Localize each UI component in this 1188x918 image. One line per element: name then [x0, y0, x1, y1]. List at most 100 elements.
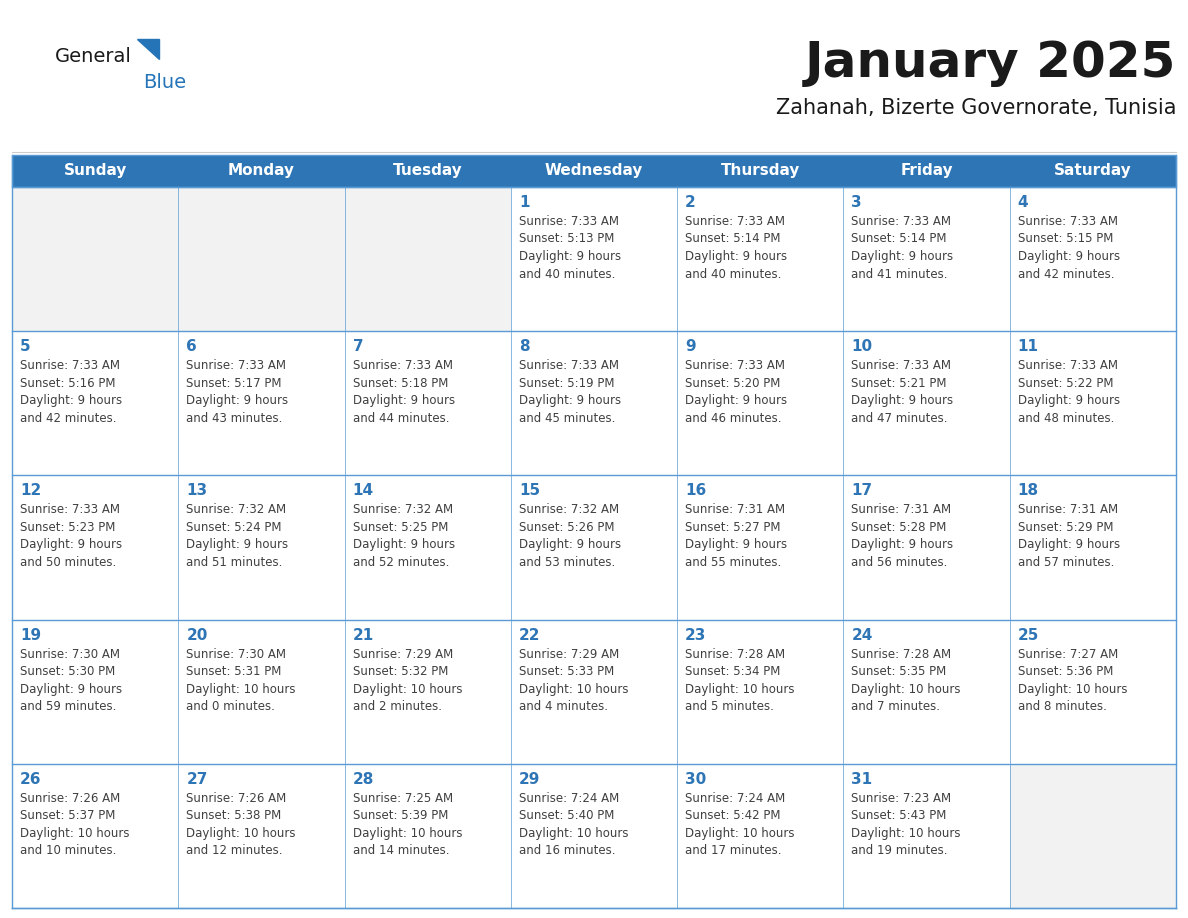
Text: 2: 2 — [685, 195, 696, 210]
Bar — [677, 187, 843, 331]
Bar — [511, 331, 677, 476]
Text: 10: 10 — [852, 339, 872, 354]
Text: Sunrise: 7:29 AM
Sunset: 5:32 PM
Daylight: 10 hours
and 2 minutes.: Sunrise: 7:29 AM Sunset: 5:32 PM Dayligh… — [353, 647, 462, 713]
Bar — [843, 155, 1010, 187]
Text: Sunrise: 7:23 AM
Sunset: 5:43 PM
Daylight: 10 hours
and 19 minutes.: Sunrise: 7:23 AM Sunset: 5:43 PM Dayligh… — [852, 792, 961, 857]
Text: Sunrise: 7:33 AM
Sunset: 5:14 PM
Daylight: 9 hours
and 41 minutes.: Sunrise: 7:33 AM Sunset: 5:14 PM Dayligh… — [852, 215, 954, 281]
Text: 14: 14 — [353, 484, 374, 498]
Text: Sunrise: 7:33 AM
Sunset: 5:13 PM
Daylight: 9 hours
and 40 minutes.: Sunrise: 7:33 AM Sunset: 5:13 PM Dayligh… — [519, 215, 621, 281]
Text: 12: 12 — [20, 484, 42, 498]
Text: Thursday: Thursday — [721, 163, 800, 178]
Text: Sunrise: 7:28 AM
Sunset: 5:35 PM
Daylight: 10 hours
and 7 minutes.: Sunrise: 7:28 AM Sunset: 5:35 PM Dayligh… — [852, 647, 961, 713]
Text: Sunrise: 7:26 AM
Sunset: 5:37 PM
Daylight: 10 hours
and 10 minutes.: Sunrise: 7:26 AM Sunset: 5:37 PM Dayligh… — [20, 792, 129, 857]
Text: 25: 25 — [1018, 628, 1040, 643]
Text: Sunrise: 7:30 AM
Sunset: 5:31 PM
Daylight: 10 hours
and 0 minutes.: Sunrise: 7:30 AM Sunset: 5:31 PM Dayligh… — [187, 647, 296, 713]
Text: 13: 13 — [187, 484, 208, 498]
Bar — [178, 476, 345, 620]
Text: 24: 24 — [852, 628, 873, 643]
Text: Saturday: Saturday — [1054, 163, 1132, 178]
Bar — [345, 620, 511, 764]
Bar — [12, 155, 1176, 187]
Bar — [12, 764, 178, 908]
Bar — [345, 155, 511, 187]
Text: 1: 1 — [519, 195, 530, 210]
Bar — [345, 331, 511, 476]
Text: 6: 6 — [187, 339, 197, 354]
Bar — [178, 331, 345, 476]
Bar — [12, 476, 178, 620]
Text: 27: 27 — [187, 772, 208, 787]
Text: Friday: Friday — [901, 163, 953, 178]
Text: Sunrise: 7:25 AM
Sunset: 5:39 PM
Daylight: 10 hours
and 14 minutes.: Sunrise: 7:25 AM Sunset: 5:39 PM Dayligh… — [353, 792, 462, 857]
Bar — [511, 764, 677, 908]
Text: 29: 29 — [519, 772, 541, 787]
Text: 17: 17 — [852, 484, 872, 498]
Text: Sunrise: 7:30 AM
Sunset: 5:30 PM
Daylight: 9 hours
and 59 minutes.: Sunrise: 7:30 AM Sunset: 5:30 PM Dayligh… — [20, 647, 122, 713]
Text: Sunrise: 7:32 AM
Sunset: 5:26 PM
Daylight: 9 hours
and 53 minutes.: Sunrise: 7:32 AM Sunset: 5:26 PM Dayligh… — [519, 503, 621, 569]
Bar — [843, 476, 1010, 620]
Text: 7: 7 — [353, 339, 364, 354]
Text: 23: 23 — [685, 628, 707, 643]
Bar — [178, 187, 345, 331]
Bar — [1010, 331, 1176, 476]
Bar — [677, 155, 843, 187]
Text: Tuesday: Tuesday — [393, 163, 462, 178]
Bar — [677, 620, 843, 764]
Bar — [677, 476, 843, 620]
Text: Sunday: Sunday — [63, 163, 127, 178]
Bar — [843, 331, 1010, 476]
Bar — [178, 764, 345, 908]
Bar — [511, 476, 677, 620]
Text: Sunrise: 7:31 AM
Sunset: 5:27 PM
Daylight: 9 hours
and 55 minutes.: Sunrise: 7:31 AM Sunset: 5:27 PM Dayligh… — [685, 503, 788, 569]
Text: 16: 16 — [685, 484, 707, 498]
Text: 20: 20 — [187, 628, 208, 643]
Bar — [12, 155, 178, 187]
Bar — [843, 764, 1010, 908]
Text: Sunrise: 7:28 AM
Sunset: 5:34 PM
Daylight: 10 hours
and 5 minutes.: Sunrise: 7:28 AM Sunset: 5:34 PM Dayligh… — [685, 647, 795, 713]
Polygon shape — [137, 39, 159, 59]
Text: General: General — [55, 48, 132, 66]
Text: Sunrise: 7:33 AM
Sunset: 5:17 PM
Daylight: 9 hours
and 43 minutes.: Sunrise: 7:33 AM Sunset: 5:17 PM Dayligh… — [187, 359, 289, 425]
Text: 8: 8 — [519, 339, 530, 354]
Text: Sunrise: 7:26 AM
Sunset: 5:38 PM
Daylight: 10 hours
and 12 minutes.: Sunrise: 7:26 AM Sunset: 5:38 PM Dayligh… — [187, 792, 296, 857]
Text: Sunrise: 7:33 AM
Sunset: 5:19 PM
Daylight: 9 hours
and 45 minutes.: Sunrise: 7:33 AM Sunset: 5:19 PM Dayligh… — [519, 359, 621, 425]
Bar — [1010, 764, 1176, 908]
Bar — [511, 155, 677, 187]
Bar — [843, 620, 1010, 764]
Text: 18: 18 — [1018, 484, 1038, 498]
Text: 22: 22 — [519, 628, 541, 643]
Text: Sunrise: 7:32 AM
Sunset: 5:25 PM
Daylight: 9 hours
and 52 minutes.: Sunrise: 7:32 AM Sunset: 5:25 PM Dayligh… — [353, 503, 455, 569]
Bar — [1010, 187, 1176, 331]
Text: 5: 5 — [20, 339, 31, 354]
Text: Sunrise: 7:33 AM
Sunset: 5:20 PM
Daylight: 9 hours
and 46 minutes.: Sunrise: 7:33 AM Sunset: 5:20 PM Dayligh… — [685, 359, 788, 425]
Text: 4: 4 — [1018, 195, 1029, 210]
Text: 19: 19 — [20, 628, 42, 643]
Text: Zahanah, Bizerte Governorate, Tunisia: Zahanah, Bizerte Governorate, Tunisia — [776, 98, 1176, 118]
Text: 28: 28 — [353, 772, 374, 787]
Text: Sunrise: 7:27 AM
Sunset: 5:36 PM
Daylight: 10 hours
and 8 minutes.: Sunrise: 7:27 AM Sunset: 5:36 PM Dayligh… — [1018, 647, 1127, 713]
Text: Sunrise: 7:32 AM
Sunset: 5:24 PM
Daylight: 9 hours
and 51 minutes.: Sunrise: 7:32 AM Sunset: 5:24 PM Dayligh… — [187, 503, 289, 569]
Text: Sunrise: 7:33 AM
Sunset: 5:22 PM
Daylight: 9 hours
and 48 minutes.: Sunrise: 7:33 AM Sunset: 5:22 PM Dayligh… — [1018, 359, 1120, 425]
Bar — [511, 187, 677, 331]
Text: Sunrise: 7:33 AM
Sunset: 5:21 PM
Daylight: 9 hours
and 47 minutes.: Sunrise: 7:33 AM Sunset: 5:21 PM Dayligh… — [852, 359, 954, 425]
Text: 15: 15 — [519, 484, 541, 498]
Text: Sunrise: 7:33 AM
Sunset: 5:16 PM
Daylight: 9 hours
and 42 minutes.: Sunrise: 7:33 AM Sunset: 5:16 PM Dayligh… — [20, 359, 122, 425]
Text: Sunrise: 7:33 AM
Sunset: 5:18 PM
Daylight: 9 hours
and 44 minutes.: Sunrise: 7:33 AM Sunset: 5:18 PM Dayligh… — [353, 359, 455, 425]
Bar — [677, 764, 843, 908]
Bar — [345, 476, 511, 620]
Bar — [1010, 476, 1176, 620]
Text: Sunrise: 7:33 AM
Sunset: 5:23 PM
Daylight: 9 hours
and 50 minutes.: Sunrise: 7:33 AM Sunset: 5:23 PM Dayligh… — [20, 503, 122, 569]
Text: Sunrise: 7:33 AM
Sunset: 5:14 PM
Daylight: 9 hours
and 40 minutes.: Sunrise: 7:33 AM Sunset: 5:14 PM Dayligh… — [685, 215, 788, 281]
Text: Sunrise: 7:31 AM
Sunset: 5:29 PM
Daylight: 9 hours
and 57 minutes.: Sunrise: 7:31 AM Sunset: 5:29 PM Dayligh… — [1018, 503, 1120, 569]
Bar — [12, 187, 178, 331]
Text: 3: 3 — [852, 195, 862, 210]
Bar — [843, 187, 1010, 331]
Bar — [12, 620, 178, 764]
Text: January 2025: January 2025 — [804, 39, 1176, 87]
Bar — [1010, 155, 1176, 187]
Text: Blue: Blue — [143, 73, 187, 93]
Text: 26: 26 — [20, 772, 42, 787]
Text: 11: 11 — [1018, 339, 1038, 354]
Text: 21: 21 — [353, 628, 374, 643]
Text: 30: 30 — [685, 772, 707, 787]
